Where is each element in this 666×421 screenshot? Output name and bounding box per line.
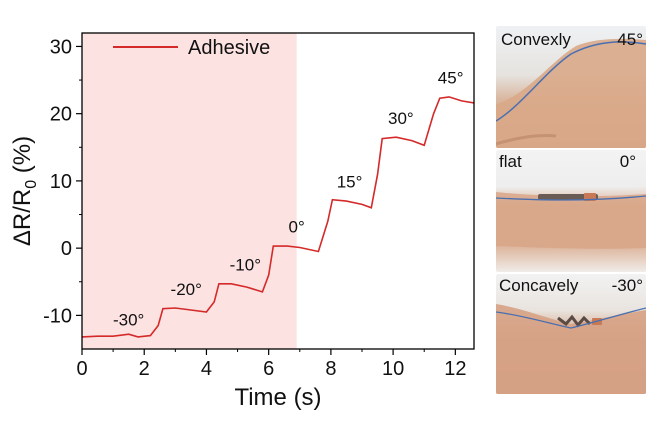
photo-caption-right: 0° (619, 152, 636, 171)
x-tick-label: 10 (382, 358, 404, 380)
x-axis-label: Time (s) (234, 384, 321, 411)
y-tick-label: -10 (43, 305, 72, 327)
x-tick-label: 12 (444, 358, 466, 380)
y-axis-label-unit: (%) (9, 136, 36, 180)
photo-caption-right: 45° (617, 30, 643, 49)
x-tick-label: 4 (201, 358, 212, 380)
series-line-adhesive (81, 96, 475, 338)
y-tick-label: 10 (50, 171, 72, 193)
photo-flat-0: flat 0° (496, 150, 646, 272)
arm-flat-drawing (496, 192, 646, 249)
step-angle-label: 30° (388, 109, 414, 128)
step-angle-label: -30° (113, 310, 144, 329)
sensor-response-chart: 0 2 4 6 8 10 12 -10 0 10 20 30 -30° -20° -10° 0° 15° 30°… (9, 32, 475, 411)
y-tick-label: 0 (61, 238, 72, 260)
arm-concave-drawing (496, 304, 646, 394)
arm-convex-drawing (496, 38, 646, 148)
step-angle-label: 45° (438, 68, 464, 87)
y-axis-label-main: ΔR/R (9, 189, 36, 246)
y-axis-label-sub: 0 (23, 180, 40, 189)
photo-caption-left: Concavely (499, 276, 579, 295)
x-tick-label: 2 (139, 358, 150, 380)
step-annotations: -30° -20° -10° 0° 15° 30° 45° (113, 68, 464, 329)
photo-convex-45: Convexly 45° (496, 26, 646, 148)
x-tick-label: 0 (76, 358, 87, 380)
photo-caption-left: flat (499, 152, 522, 171)
step-angle-label: 0° (289, 218, 305, 237)
step-angle-label: 15° (337, 173, 363, 192)
tick-labels: 0 2 4 6 8 10 12 -10 0 10 20 30 (43, 36, 466, 380)
photo-concave-minus30: Concavely -30° (496, 274, 646, 394)
photo-caption-right: -30° (611, 276, 643, 295)
y-tick-label: 30 (50, 36, 72, 58)
legend-label: Adhesive (188, 37, 270, 59)
x-tick-label: 6 (263, 358, 274, 380)
shaded-region (82, 33, 297, 349)
photo-caption-left: Convexly (501, 30, 571, 49)
y-tick-label: 20 (50, 104, 72, 126)
plot-frame (81, 32, 475, 350)
step-angle-label: -10° (230, 255, 261, 274)
y-axis-label: ΔR/R0 (%) (9, 136, 40, 246)
x-tick-label: 8 (325, 358, 336, 380)
step-angle-label: -20° (171, 280, 202, 299)
